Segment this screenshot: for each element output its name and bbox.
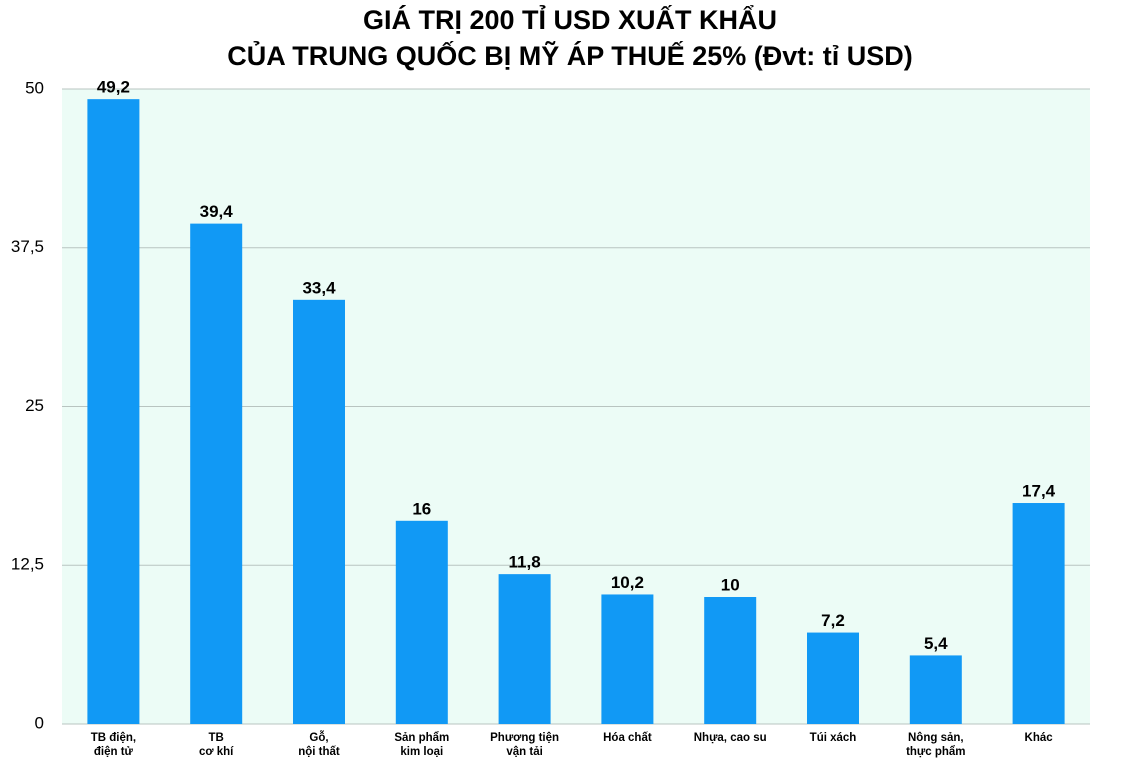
x-tick-label: TB điện, — [91, 732, 136, 744]
x-tick-label: điện tử — [94, 746, 134, 758]
y-tick-label: 37,5 — [11, 237, 44, 256]
x-tick-label: Nông sản, — [908, 732, 964, 744]
bar — [909, 655, 962, 724]
value-label: 17,4 — [1022, 482, 1056, 501]
x-tick-label: Hóa chất — [603, 732, 652, 744]
x-tick-label: Túi xách — [810, 732, 857, 744]
bar — [190, 223, 243, 724]
value-label: 10,2 — [611, 573, 644, 592]
x-tick-label: Gỗ, — [309, 731, 328, 744]
value-label: 5,4 — [924, 634, 948, 653]
x-tick-label: nội thất — [298, 746, 340, 758]
y-tick-label: 50 — [25, 78, 44, 97]
y-tick-label: 25 — [25, 396, 44, 415]
value-label: 11,8 — [509, 553, 541, 572]
value-label: 49,2 — [97, 78, 130, 97]
value-label: 16 — [412, 499, 431, 518]
bar — [498, 574, 551, 724]
bar — [704, 597, 757, 724]
bar — [293, 299, 345, 724]
chart-title: CỦA TRUNG QUỐC BỊ MỸ ÁP THUẾ 25% (Đvt: t… — [227, 39, 913, 71]
x-tick-label: TB — [209, 732, 224, 744]
bar — [1012, 503, 1065, 724]
value-label: 39,4 — [200, 202, 234, 221]
value-label: 33,4 — [302, 278, 336, 297]
chart-title: GIÁ TRỊ 200 TỈ USD XUẤT KHẨU — [363, 3, 777, 35]
x-tick-label: vận tải — [506, 746, 542, 758]
value-label: 7,2 — [821, 611, 845, 630]
x-tick-label: Nhựa, cao su — [694, 732, 767, 744]
x-tick-label: Phương tiện — [490, 732, 559, 744]
y-tick-label: 12,5 — [11, 555, 44, 574]
x-tick-label: cơ khí — [199, 746, 234, 758]
bar — [601, 594, 654, 724]
x-tick-label: Sản phẩm — [394, 732, 449, 744]
bar — [807, 632, 859, 724]
x-tick-label: thực phẩm — [906, 746, 965, 758]
bar — [395, 520, 448, 724]
x-tick-label: kim loại — [400, 746, 443, 758]
bar — [87, 99, 140, 724]
x-tick-label: Khác — [1025, 732, 1054, 744]
value-label: 10 — [721, 575, 740, 594]
y-tick-label: 0 — [35, 713, 44, 732]
